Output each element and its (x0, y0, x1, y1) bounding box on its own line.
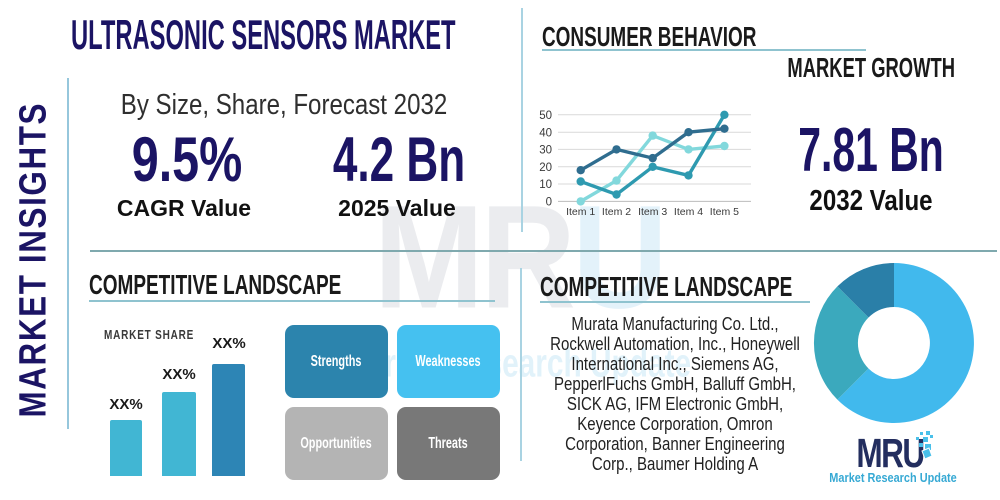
svg-text:Item 5: Item 5 (710, 206, 739, 218)
svg-text:Item 4: Item 4 (674, 206, 703, 218)
svg-text:20: 20 (539, 162, 552, 174)
svg-text:40: 40 (539, 127, 552, 139)
svg-text:30: 30 (539, 145, 552, 157)
svg-text:50: 50 (539, 110, 552, 122)
svg-text:10: 10 (539, 179, 552, 191)
svg-text:Item 3: Item 3 (638, 206, 667, 218)
svg-text:0: 0 (546, 197, 552, 209)
svg-text:Item 1: Item 1 (566, 206, 595, 218)
svg-text:Item 2: Item 2 (602, 206, 631, 218)
